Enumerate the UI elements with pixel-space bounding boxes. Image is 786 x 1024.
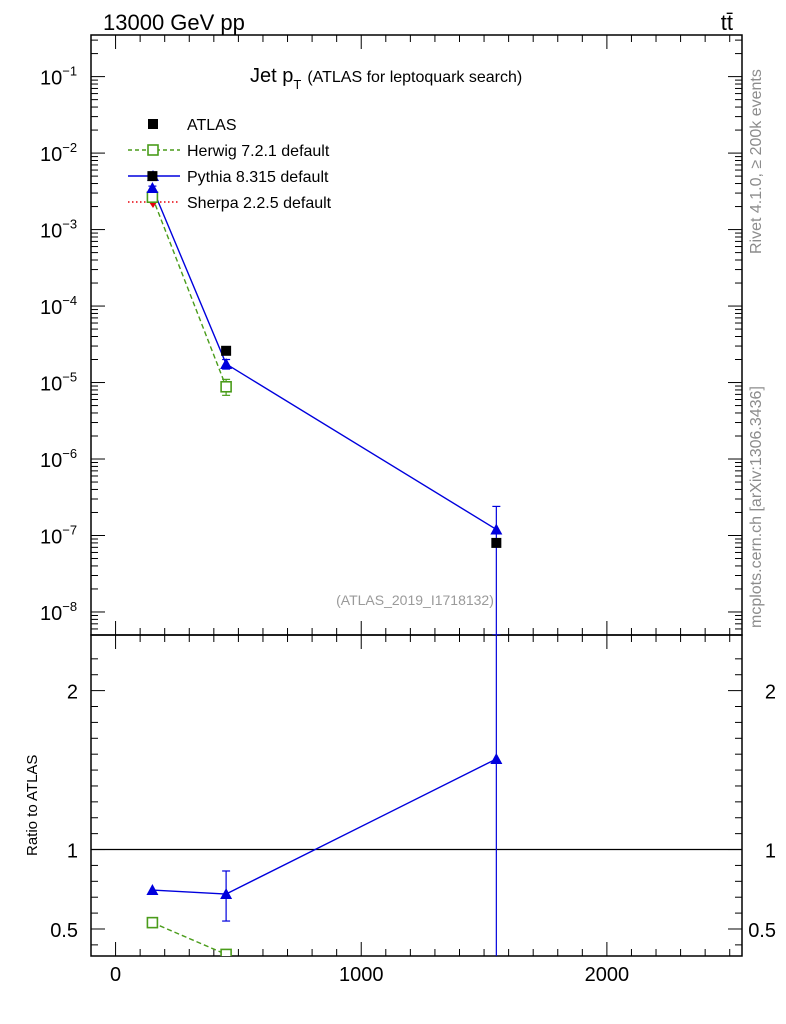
- x-tick-label: 2000: [585, 964, 630, 986]
- data-point-atlas: [491, 537, 502, 548]
- y-tick-label-exponent: −1: [62, 64, 77, 79]
- y-tick-label-base: 10: [40, 221, 62, 243]
- y-tick-label-exponent: −8: [62, 599, 77, 614]
- axis-tick-labels: 0 1000 200010−110−210−310−410−510−610−710−…: [40, 64, 776, 986]
- ratio-point-pythia: [220, 888, 233, 900]
- ratio-tick-label-right: 0.5: [748, 920, 776, 942]
- y-tick-label-base: 10: [40, 297, 62, 319]
- ratio-tick-label-right: 2: [765, 682, 776, 704]
- y-tick-label-exponent: −7: [62, 522, 77, 537]
- y-tick-label: 10−8: [40, 599, 77, 625]
- y-tick-label-exponent: −3: [62, 217, 77, 232]
- legend-label-atlas: ATLAS: [187, 117, 237, 134]
- analysis-id-label: (ATLAS_2019_I1718132): [336, 592, 494, 608]
- y-tick-label: 10−6: [40, 446, 77, 472]
- ratio-plot-frame: [90, 634, 743, 957]
- source-label: mcplots.cern.ch [arXiv:1306.3436]: [748, 386, 765, 628]
- legend-marker-atlas: [148, 119, 158, 129]
- y-tick-label-base: 10: [40, 144, 62, 166]
- y-tick-label-base: 10: [40, 68, 62, 90]
- y-tick-label-exponent: −5: [62, 370, 77, 385]
- rivet-version-label: Rivet 4.1.0, ≥ 200k events: [748, 69, 765, 254]
- y-tick-label: 10−7: [40, 522, 77, 548]
- series-line-pythia: [151, 187, 497, 531]
- y-tick-label-exponent: −4: [62, 293, 77, 308]
- ratio-tick-label-left: 2: [67, 682, 78, 704]
- y-tick-label-base: 10: [40, 450, 62, 472]
- y-tick-label-base: 10: [40, 526, 62, 548]
- y-tick-label: 10−1: [40, 64, 77, 90]
- process-label: tt̄: [721, 10, 733, 35]
- data-point-atlas: [221, 345, 232, 356]
- legend-label-sherpa: Sherpa 2.2.5 default: [187, 195, 332, 212]
- plot-title-main: Jet p: [250, 65, 293, 87]
- ratio-line-pythia: [152, 758, 497, 895]
- x-tick-label: 0: [110, 964, 121, 986]
- y-tick-label: 10−4: [40, 293, 77, 319]
- ratio-point-pythia: [490, 752, 503, 764]
- y-tick-label-base: 10: [40, 603, 62, 625]
- legend-label-pythia: Pythia 8.315 default: [187, 169, 329, 186]
- ratio-point-pythia: [146, 884, 159, 896]
- plot-title-suffix: (ATLAS for leptoquark search): [307, 69, 522, 86]
- ratio-plot-data: [146, 635, 503, 956]
- main-plot-data: [146, 171, 503, 635]
- y-tick-label-exponent: −6: [62, 446, 77, 461]
- energy-label: 13000 GeV pp: [103, 10, 245, 35]
- plot-title: Jet pT (ATLAS for leptoquark search): [250, 65, 522, 92]
- data-point-pythia: [490, 523, 503, 535]
- y-tick-label-base: 10: [40, 374, 62, 396]
- legend-label-herwig: Herwig 7.2.1 default: [187, 143, 330, 160]
- y-tick-label: 10−3: [40, 217, 77, 243]
- x-tick-label: 1000: [339, 964, 384, 986]
- series-line-herwig: [151, 196, 227, 388]
- legend: ATLAS Herwig 7.2.1 default Pythia 8.315 …: [128, 117, 332, 212]
- data-point-atlas: [147, 171, 158, 182]
- data-point-herwig: [146, 191, 159, 204]
- data-point-pythia: [220, 357, 233, 369]
- ratio-point-herwig: [220, 948, 232, 956]
- y-tick-label-exponent: −2: [62, 140, 77, 155]
- ratio-point-herwig: [146, 916, 159, 929]
- axis-ticks: [91, 35, 742, 956]
- data-point-herwig: [220, 380, 232, 393]
- ratio-y-axis-label: Ratio to ATLAS: [24, 755, 41, 856]
- y-tick-label: 10−2: [40, 140, 77, 166]
- ratio-line-herwig: [152, 921, 227, 956]
- data-point-pythia: [146, 181, 159, 193]
- ratio-tick-label-right: 1: [765, 841, 776, 863]
- ratio-tick-label-left: 1: [67, 841, 78, 863]
- plot-title-subscript: T: [293, 77, 301, 92]
- legend-marker-herwig: [147, 144, 159, 156]
- y-tick-label: 10−5: [40, 370, 77, 396]
- ratio-tick-label-left: 0.5: [50, 920, 78, 942]
